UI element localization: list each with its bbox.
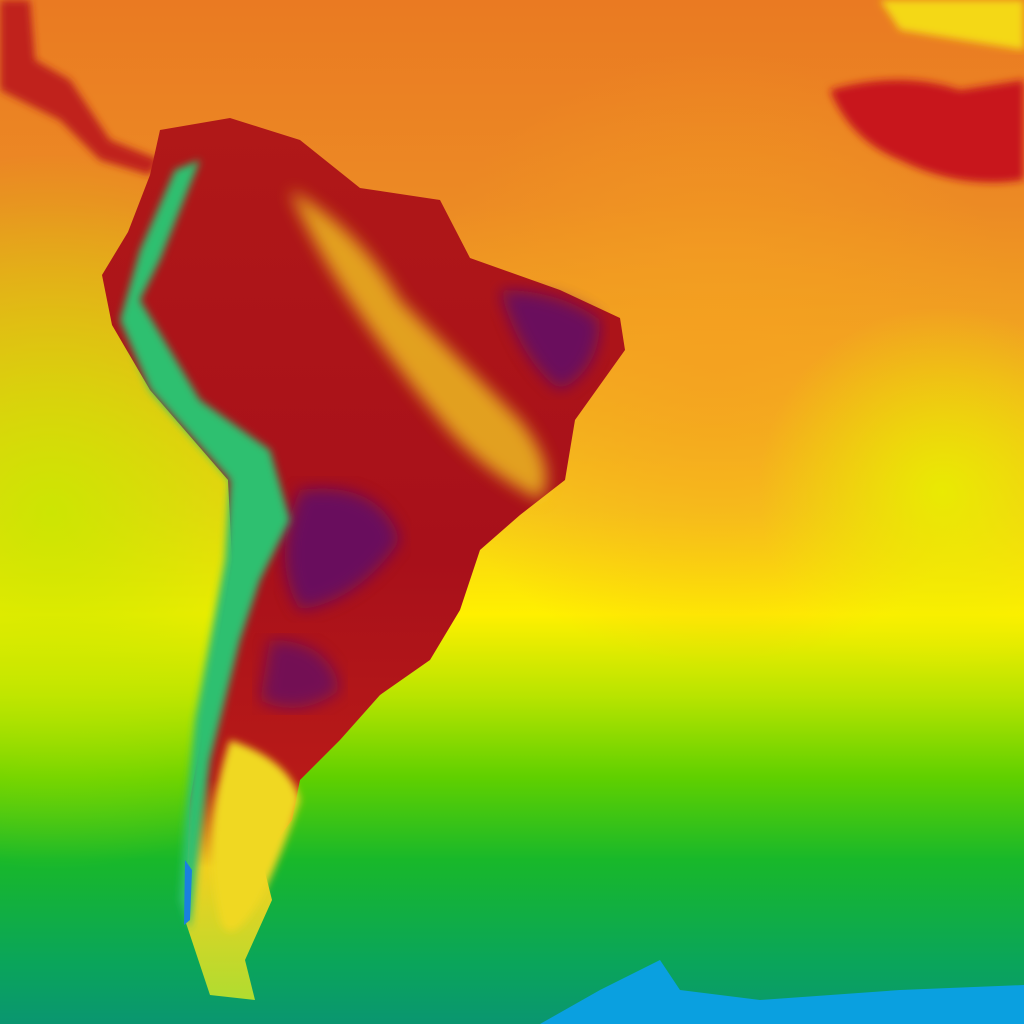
hot-core-northeast xyxy=(500,290,600,390)
cold-southern-water xyxy=(540,960,1024,1024)
africa-hot-patch xyxy=(830,80,1024,183)
andes-glacier xyxy=(184,860,192,925)
amazon-yellow-band xyxy=(290,190,547,500)
hot-core-central xyxy=(285,488,400,610)
patagonia-warm xyxy=(212,740,300,932)
south-america xyxy=(102,118,625,1000)
hot-core-south xyxy=(260,640,340,708)
atlantic-yellow-band xyxy=(880,0,1024,50)
andes-cool-strip xyxy=(120,160,290,930)
central-america xyxy=(0,0,160,175)
